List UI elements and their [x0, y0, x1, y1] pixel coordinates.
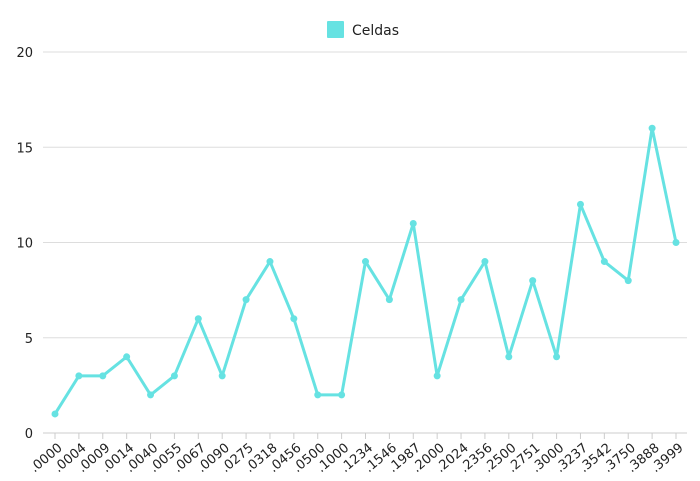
axis-layer: 05101520.0000.0004.0009.0014.0040.0055.0… — [16, 46, 686, 476]
data-point[interactable] — [529, 277, 537, 285]
legend-swatch-celdas[interactable] — [327, 21, 344, 38]
data-point[interactable] — [362, 258, 369, 266]
data-point[interactable] — [99, 372, 107, 380]
y-tick-label: 20 — [16, 46, 33, 61]
data-point[interactable] — [147, 391, 155, 399]
data-point[interactable] — [600, 258, 608, 266]
data-point[interactable] — [194, 315, 202, 323]
data-point[interactable] — [553, 353, 561, 361]
data-point[interactable] — [409, 219, 417, 227]
data-point[interactable] — [338, 391, 346, 399]
data-point[interactable] — [648, 124, 656, 132]
data-point[interactable] — [481, 258, 489, 266]
data-point[interactable] — [170, 372, 178, 380]
y-tick-label: 5 — [25, 332, 33, 347]
y-tick-label: 10 — [16, 237, 33, 252]
data-point[interactable] — [672, 239, 680, 246]
data-point[interactable] — [505, 353, 513, 361]
data-point[interactable] — [457, 296, 465, 304]
data-point[interactable] — [75, 372, 83, 380]
y-tick-label: 15 — [16, 141, 33, 156]
data-point[interactable] — [290, 315, 298, 323]
data-point[interactable] — [242, 296, 250, 304]
data-point[interactable] — [314, 391, 322, 399]
y-tick-label: 0 — [25, 427, 33, 442]
legend[interactable]: Celdas — [327, 21, 399, 39]
series-layer — [51, 124, 680, 418]
grid-layer — [43, 51, 687, 434]
data-point[interactable] — [123, 353, 131, 361]
data-point[interactable] — [266, 258, 274, 266]
data-point[interactable] — [51, 410, 59, 418]
data-point[interactable] — [576, 200, 584, 208]
data-point[interactable] — [433, 372, 441, 380]
data-point[interactable] — [624, 277, 632, 285]
data-point[interactable] — [218, 372, 226, 380]
legend-label-celdas[interactable]: Celdas — [352, 23, 399, 39]
series-line-celdas[interactable] — [53, 126, 678, 415]
data-point[interactable] — [385, 296, 393, 304]
